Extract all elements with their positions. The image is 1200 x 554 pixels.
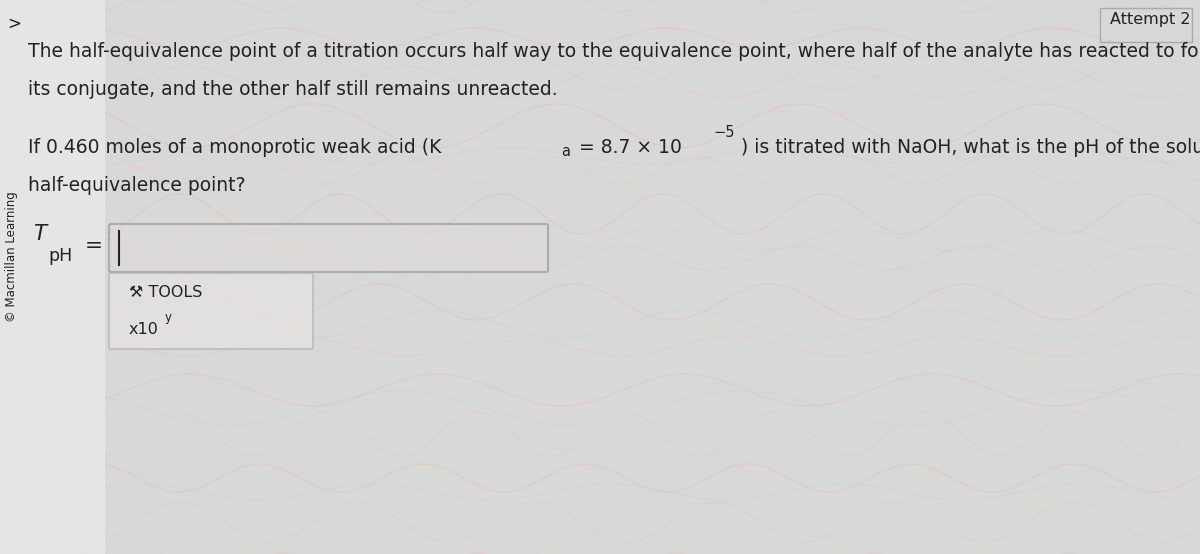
Text: © Macmillan Learning: © Macmillan Learning (6, 192, 18, 322)
FancyBboxPatch shape (109, 224, 548, 272)
Text: −5: −5 (714, 125, 734, 140)
Text: T: T (34, 224, 46, 244)
Text: x10: x10 (130, 322, 158, 337)
Bar (0, 0, 106, 554)
Text: The half-equivalence point of a titration occurs half way to the equivalence poi: The half-equivalence point of a titratio… (28, 42, 1200, 61)
Text: y: y (166, 310, 172, 324)
Text: =: = (85, 236, 103, 256)
Text: half-equivalence point?: half-equivalence point? (28, 176, 246, 195)
Text: ) is titrated with NaOH, what is the pH of the solution at the: ) is titrated with NaOH, what is the pH … (742, 138, 1200, 157)
FancyBboxPatch shape (109, 273, 313, 349)
Text: >: > (7, 15, 22, 33)
Text: pH: pH (48, 247, 72, 265)
Text: a: a (562, 144, 570, 159)
Text: ⚒ TOOLS: ⚒ TOOLS (130, 285, 203, 300)
Text: Attempt 2: Attempt 2 (1110, 12, 1190, 27)
Text: If 0.460 moles of a monoprotic weak acid (K: If 0.460 moles of a monoprotic weak acid… (28, 138, 442, 157)
Text: its conjugate, and the other half still remains unreacted.: its conjugate, and the other half still … (28, 80, 558, 99)
Text: = 8.7 × 10: = 8.7 × 10 (574, 138, 682, 157)
